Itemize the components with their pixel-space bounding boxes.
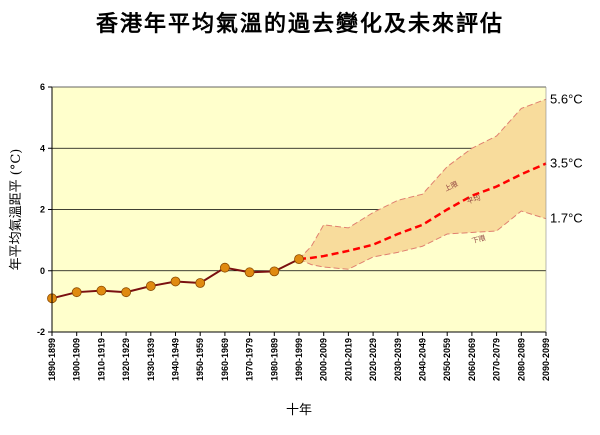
y-tick-label: 4: [40, 143, 45, 153]
observed-point: [71, 287, 82, 298]
right-label-mean: 3.5°C: [550, 156, 583, 171]
y-tick-label: -2: [37, 327, 45, 337]
axes: -2 0 2 4 6 1890-1899 1900-1909 1910-1919 1920-19…: [37, 82, 551, 381]
observed-point: [96, 285, 107, 296]
x-tick-label: 1910-1919: [96, 338, 106, 381]
upper-bound-line: [298, 98, 547, 260]
lower-bound-line: [298, 210, 547, 270]
observed-point: [219, 262, 230, 273]
x-tick-label: 1980-1989: [269, 338, 279, 381]
projection-band: [298, 98, 547, 270]
chart-title: 香港年平均氣溫的過去變化及未來評估: [95, 11, 504, 37]
y-tick-label: 6: [40, 82, 45, 92]
x-tick-label: 1930-1939: [146, 338, 156, 381]
y-tick-label: 0: [40, 266, 45, 276]
band-label-mean: 平均: [466, 193, 482, 206]
observed-point: [294, 254, 304, 265]
x-tick-label: 1960-1969: [220, 338, 230, 381]
x-tick-label: 1890-1899: [47, 338, 57, 381]
observed-point: [170, 276, 181, 287]
y-tick-label: 2: [40, 205, 45, 215]
mean-projection-line: [298, 162, 547, 261]
x-tick-label: 2040-2049: [418, 338, 428, 381]
x-tick-label: 1900-1909: [72, 338, 82, 381]
observed-point: [195, 278, 206, 288]
x-tick-label: 1970-1979: [245, 338, 255, 381]
y-axis-title: 年平均氣溫距平 (°C): [9, 149, 24, 271]
x-axis-title: 十年: [286, 403, 312, 418]
x-tick-label: 2070-2079: [492, 338, 502, 381]
x-tick-label: 2030-2039: [393, 338, 403, 381]
x-tick-label: 1940-1949: [171, 338, 181, 381]
x-tick-label: 2000-2009: [319, 338, 329, 381]
uncertainty-band: [299, 99, 546, 270]
x-tick-label: 2050-2059: [442, 338, 452, 381]
observed-point: [121, 287, 131, 298]
x-tick-label: 1950-1959: [195, 338, 205, 381]
band-label-lower: 下限: [471, 233, 487, 245]
observed-point: [145, 281, 156, 291]
x-tick-label: 2060-2069: [467, 338, 477, 381]
x-tick-label: 1990-1999: [294, 338, 304, 381]
observed-point: [244, 267, 255, 278]
right-label-upper: 5.6°C: [550, 91, 583, 106]
observed-point: [269, 266, 280, 277]
x-tick-label: 2010-2019: [343, 338, 353, 381]
x-tick-label: 1920-1929: [121, 338, 131, 381]
x-tick-label: 2090-2099: [541, 338, 551, 381]
x-tick-label: 2080-2089: [516, 338, 526, 381]
x-tick-label: 2020-2029: [368, 338, 378, 381]
right-label-lower: 1.7°C: [550, 211, 583, 226]
